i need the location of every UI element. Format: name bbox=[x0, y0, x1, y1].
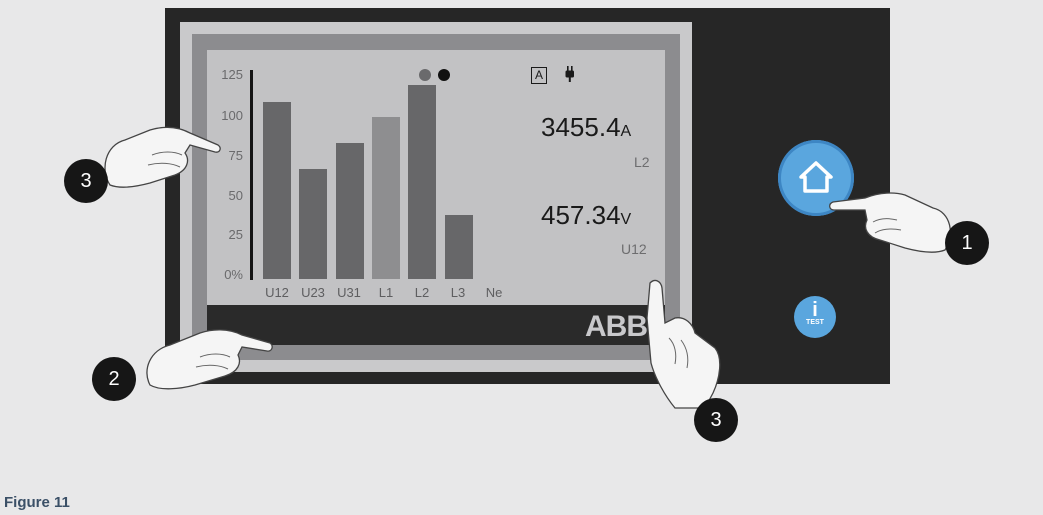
abb-logo: ABB bbox=[585, 310, 648, 343]
y-tick-100: 100 bbox=[221, 108, 243, 123]
voltage-unit: V bbox=[620, 211, 632, 228]
x-label-u23: U23 bbox=[301, 285, 325, 300]
mode-indicator: A bbox=[531, 67, 547, 84]
x-label-l1: L1 bbox=[378, 285, 394, 300]
y-tick-50: 50 bbox=[228, 188, 243, 203]
current-value: 3455.4 bbox=[541, 112, 621, 142]
x-label-ne: Ne bbox=[485, 285, 503, 300]
callout-3-left: 3 bbox=[64, 159, 108, 203]
y-tick-125: 125 bbox=[221, 67, 243, 82]
info-test-button[interactable]: i TEST bbox=[794, 296, 836, 338]
bar-l3 bbox=[444, 215, 473, 279]
bar-u31 bbox=[335, 142, 364, 279]
bar-l2 bbox=[408, 85, 437, 279]
x-label-u31: U31 bbox=[337, 285, 361, 300]
hand-pointing-left-screen bbox=[104, 126, 221, 188]
hand-pointing-up bbox=[646, 279, 721, 409]
y-tick-25: 25 bbox=[228, 227, 243, 242]
voltage-value: 457.34 bbox=[541, 200, 621, 230]
hand-pointing-bottom-band bbox=[146, 329, 273, 390]
bar-u12 bbox=[263, 101, 291, 279]
voltage-reading: 457.34V bbox=[541, 200, 631, 231]
y-tick-0: 0% bbox=[224, 267, 243, 282]
y-tick-75: 75 bbox=[228, 148, 243, 163]
current-reading: 3455.4A bbox=[541, 112, 631, 143]
test-label: TEST bbox=[806, 319, 824, 326]
plug-icon bbox=[565, 66, 574, 82]
y-axis-line bbox=[250, 70, 253, 280]
current-phase: L2 bbox=[634, 154, 650, 170]
x-label-l2: L2 bbox=[414, 285, 430, 300]
info-icon: i bbox=[812, 299, 818, 321]
callout-2: 2 bbox=[92, 357, 136, 401]
bar-l1 bbox=[371, 116, 400, 279]
bar-u23 bbox=[299, 169, 328, 279]
page-dot-active bbox=[438, 69, 450, 81]
current-unit: A bbox=[620, 123, 632, 140]
x-label-l3: L3 bbox=[450, 285, 466, 300]
page-dot-inactive bbox=[419, 69, 431, 81]
display-bottom-band bbox=[207, 305, 665, 345]
hand-pointing-home bbox=[829, 192, 951, 253]
voltage-phase: U12 bbox=[621, 241, 647, 257]
home-icon bbox=[799, 161, 833, 193]
figure-caption: Figure 11 bbox=[4, 494, 70, 511]
callout-3-bottom: 3 bbox=[694, 398, 738, 442]
callout-1: 1 bbox=[945, 221, 989, 265]
x-label-u12: U12 bbox=[265, 285, 289, 300]
